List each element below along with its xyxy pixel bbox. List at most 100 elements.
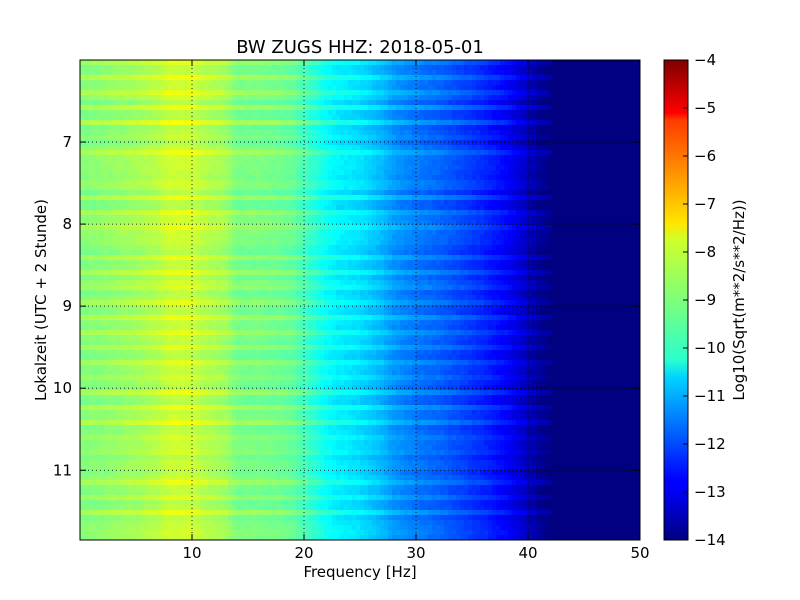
heatmap-cell (260, 480, 265, 486)
heatmap-cell (168, 425, 173, 431)
heatmap-cell (228, 490, 233, 496)
heatmap-cell (208, 390, 213, 396)
heatmap-cell (144, 340, 149, 346)
heatmap-cell (148, 325, 153, 331)
heatmap-cell (116, 325, 121, 331)
heatmap-cell (272, 165, 277, 171)
heatmap-cell (264, 365, 269, 371)
heatmap-cell (264, 375, 269, 381)
heatmap-cell (268, 275, 273, 281)
heatmap-cell (108, 245, 113, 251)
heatmap-cell (96, 395, 101, 401)
heatmap-cell (128, 240, 133, 246)
heatmap-cell (124, 430, 129, 436)
heatmap-cell (124, 410, 129, 416)
heatmap-cell (184, 510, 189, 516)
heatmap-cell (148, 115, 153, 121)
heatmap-cell (136, 360, 141, 366)
heatmap-cell (224, 245, 229, 251)
heatmap-cell (172, 240, 177, 246)
heatmap-cell (116, 285, 121, 291)
heatmap-cell (188, 230, 193, 236)
heatmap-cell (148, 275, 153, 281)
heatmap-cell (272, 185, 277, 191)
heatmap-cell (268, 80, 273, 86)
heatmap-cell (128, 125, 133, 131)
heatmap-cell (92, 65, 97, 71)
heatmap-cell (264, 95, 269, 101)
heatmap-cell (232, 200, 237, 206)
heatmap-cell (220, 105, 225, 111)
heatmap-cell (212, 400, 217, 406)
heatmap-cell (148, 480, 153, 486)
heatmap-cell (216, 455, 221, 461)
heatmap-cell (92, 330, 97, 336)
heatmap-cell (176, 515, 181, 521)
heatmap-cell (232, 435, 237, 441)
heatmap-cell (196, 180, 201, 186)
heatmap-cell (164, 370, 169, 376)
heatmap-cell (104, 400, 109, 406)
heatmap-cell (192, 75, 197, 81)
heatmap-cell (176, 375, 181, 381)
heatmap-cell (244, 115, 249, 121)
heatmap-cell (100, 225, 105, 231)
heatmap-cell (264, 250, 269, 256)
heatmap-cell (168, 355, 173, 361)
heatmap-cell (276, 150, 281, 156)
heatmap-cell (180, 115, 185, 121)
heatmap-cell (204, 480, 209, 486)
heatmap-cell (212, 490, 217, 496)
heatmap-cell (240, 375, 245, 381)
heatmap-cell (112, 155, 117, 161)
heatmap-cell (268, 160, 273, 166)
heatmap-cell (252, 420, 257, 426)
heatmap-cell (196, 460, 201, 466)
heatmap-cell (248, 130, 253, 136)
heatmap-cell (280, 220, 285, 226)
heatmap-cell (256, 375, 261, 381)
heatmap-cell (200, 520, 205, 526)
heatmap-cell (196, 245, 201, 251)
heatmap-cell (212, 200, 217, 206)
heatmap-cell (276, 250, 281, 256)
heatmap-cell (132, 305, 137, 311)
heatmap-cell (256, 470, 261, 476)
heatmap-cell (144, 490, 149, 496)
heatmap-cell (100, 330, 105, 336)
heatmap-cell (104, 515, 109, 521)
heatmap-cell (192, 205, 197, 211)
heatmap-cell (248, 135, 253, 141)
heatmap-cell (248, 140, 253, 146)
heatmap-cell (116, 440, 121, 446)
heatmap-cell (244, 75, 249, 81)
heatmap-cell (252, 455, 257, 461)
heatmap-cell (108, 230, 113, 236)
heatmap-cell (112, 360, 117, 366)
heatmap-cell (124, 125, 129, 131)
heatmap-cell (164, 465, 169, 471)
heatmap-cell (212, 90, 217, 96)
heatmap-cell (152, 75, 157, 81)
heatmap-cell (272, 100, 277, 106)
heatmap-cell (136, 365, 141, 371)
heatmap-cell (188, 160, 193, 166)
heatmap-cell (232, 425, 237, 431)
heatmap-cell (156, 325, 161, 331)
heatmap-cell (104, 315, 109, 321)
heatmap-cell (204, 150, 209, 156)
heatmap-cell (88, 270, 93, 276)
heatmap-cell (148, 175, 153, 181)
heatmap-cell (144, 445, 149, 451)
heatmap-cell (92, 530, 97, 536)
heatmap-cell (272, 85, 277, 91)
heatmap-cell (120, 215, 125, 221)
heatmap-cell (256, 425, 261, 431)
heatmap-cell (264, 300, 269, 306)
heatmap-cell (92, 90, 97, 96)
heatmap-cell (80, 310, 85, 316)
heatmap-cell (284, 60, 289, 66)
heatmap-cell (192, 65, 197, 71)
heatmap-cell (268, 395, 273, 401)
heatmap-cell (276, 195, 281, 201)
